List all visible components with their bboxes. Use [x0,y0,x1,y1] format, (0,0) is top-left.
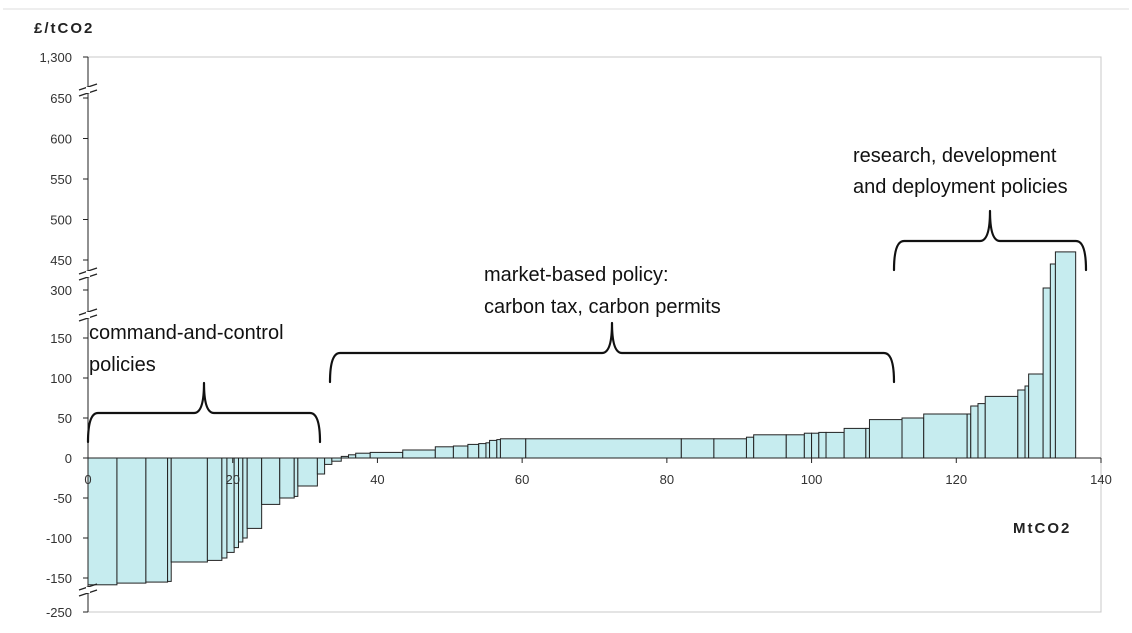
bar-42 [843,427,867,459]
y-tick-label: -50 [53,491,72,506]
bar-49 [977,403,986,459]
y-tick-label: 650 [50,91,72,106]
braces-group [86,209,1088,444]
x-tick-label: 0 [84,472,91,487]
bar-32 [525,438,682,459]
annotation-market-line1: market-based policy: [484,264,669,286]
bar-9 [238,457,244,543]
y-tick-label: -100 [46,531,72,546]
axes-group [78,57,1101,612]
bar-0 [87,457,118,586]
bar-52 [1024,385,1030,459]
axis-break-gap-2 [86,271,90,277]
bar-30 [496,439,501,459]
brace-0 [86,381,322,444]
bar-51 [1017,389,1026,459]
bar-26 [467,443,480,459]
bar-46 [923,413,968,459]
x-tick-label: 80 [660,472,674,487]
bar-43 [865,427,870,459]
bar-27 [478,443,487,459]
bar-15 [297,457,318,487]
y-tick-label: -150 [46,571,72,586]
bar-24 [434,446,454,459]
bar-39 [811,432,820,459]
brace-1 [328,321,896,384]
y-tick-label: 550 [50,172,72,187]
bar-53 [1028,373,1044,459]
x-ticks-group: 0 20 40 60 80 100 120 140 [84,458,1112,487]
bar-25 [452,445,469,459]
y-tick-label: 0 [65,451,72,466]
bar-21 [355,452,371,459]
annotation-command-control-line2: policies [89,354,156,376]
bar-28 [485,442,491,459]
bar-47 [966,413,972,459]
bar-48 [970,405,979,459]
bar-16 [316,457,326,475]
brace-2 [892,209,1088,272]
bar-22 [369,451,404,459]
x-tick-label: 20 [225,472,239,487]
y-tick-label: 150 [50,331,72,346]
y-tick-label: 450 [50,253,72,268]
y-tick-label: 100 [50,371,72,386]
y-tick-label: 600 [50,132,72,147]
annotation-rdd-line2: and deployment policies [853,176,1068,198]
x-axis-title: MtCO2 [1013,520,1071,537]
bar-3 [167,457,172,582]
bar-5 [206,457,223,561]
bar-54 [1042,287,1051,459]
y-axis-title: £/tCO2 [34,20,94,37]
x-tick-label: 60 [515,472,529,487]
y-tick-label: 50 [58,411,72,426]
bar-11 [246,457,263,529]
bar-55 [1049,263,1056,459]
bar-45 [901,417,925,459]
annotation-rdd-line1: research, development [853,145,1057,167]
bar-37 [785,434,805,459]
bar-13 [279,457,295,499]
bar-34 [713,438,747,459]
x-tick-label: 100 [801,472,823,487]
bar-33 [680,438,715,459]
bar-44 [868,419,903,459]
bar-12 [261,457,281,505]
x-tick-label: 140 [1090,472,1112,487]
bar-56 [1054,251,1077,459]
bar-10 [242,457,248,539]
y-tick-label: -250 [46,605,72,620]
bar-29 [489,439,498,459]
axis-break-gap-3 [86,87,90,93]
bar-1 [116,457,147,584]
axis-break-gap-1 [86,312,90,318]
bar-4 [170,457,208,563]
axis-break-gap-0 [86,587,90,593]
bar-50 [984,395,1019,459]
y-ticks-group: -250 -150 -100 -50 0 50 100 150 300 450 500 550 600 6… [39,50,88,620]
bar-40 [818,431,827,459]
bar-14 [293,457,299,497]
bar-38 [803,432,813,459]
bars-group [87,251,1077,586]
y-tick-label: 300 [50,283,72,298]
bar-2 [145,457,169,583]
bar-31 [499,438,527,459]
x-tick-label: 40 [370,472,384,487]
x-tick-label: 120 [945,472,967,487]
bar-41 [825,431,845,459]
y-tick-label: 1,300 [39,50,72,65]
annotation-command-control-line1: command-and-control [89,322,284,344]
annotation-market-line2: carbon tax, carbon permits [484,296,721,318]
bar-23 [402,449,436,459]
bar-35 [745,436,755,459]
y-tick-label: 500 [50,213,72,228]
bar-17 [324,457,333,465]
bar-36 [753,434,787,459]
